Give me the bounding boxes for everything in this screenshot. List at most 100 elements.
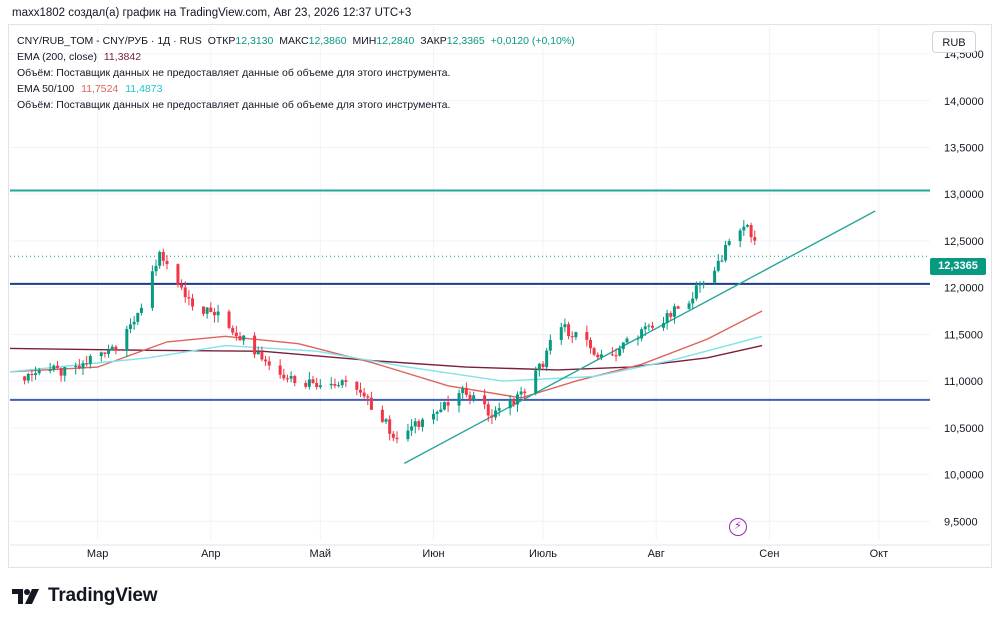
candle-body — [318, 385, 322, 388]
y-tick-label: 10,0000 — [944, 470, 984, 482]
candle-body — [665, 313, 669, 323]
close-value: 12,3365 — [446, 35, 485, 47]
candle-body — [384, 419, 388, 422]
candle-body — [293, 376, 297, 384]
x-tick-label: Май — [310, 548, 332, 560]
candle-body — [698, 283, 702, 286]
candle-body — [63, 367, 67, 376]
tradingview-logo-icon — [12, 589, 39, 604]
candle-body — [278, 365, 282, 375]
candle-body — [114, 346, 118, 351]
candle-body — [180, 284, 184, 288]
ema-line — [9, 335, 763, 382]
candle-body — [355, 381, 359, 390]
candle-body — [380, 409, 384, 422]
candle-body — [366, 396, 370, 398]
candle-body — [464, 387, 468, 395]
candle-body — [497, 408, 501, 411]
candle-body — [567, 324, 571, 337]
candle-body — [260, 351, 264, 360]
volume-note-2: Объём: Поставщик данных не предоставляет… — [17, 99, 451, 111]
candle-body — [640, 329, 644, 339]
candle-body — [59, 367, 63, 376]
candle-body — [183, 287, 187, 298]
candle-body — [753, 237, 757, 241]
candle-body — [661, 322, 665, 328]
candle-body — [559, 327, 563, 341]
candle-body — [395, 437, 399, 440]
x-tick-label: Апр — [201, 548, 220, 560]
candle-body — [238, 336, 242, 341]
candle-body — [242, 335, 246, 341]
candle-body — [231, 327, 235, 333]
candle-body — [99, 352, 103, 357]
candle-body — [23, 376, 27, 381]
candle-body — [307, 379, 311, 387]
candle-body — [362, 392, 366, 397]
legend-ema200-row[interactable]: EMA (200, close) 11,3842 — [17, 49, 575, 65]
candle-body — [486, 404, 490, 416]
candle-body — [738, 230, 742, 242]
y-tick-label: 10,5000 — [944, 423, 984, 435]
x-tick-label: Окт — [870, 548, 889, 560]
candle-body — [176, 264, 180, 285]
candle-body — [435, 411, 439, 414]
high-value: 12,3860 — [308, 35, 347, 47]
candle-body — [410, 426, 414, 431]
candle-body — [165, 260, 169, 265]
candle-body — [391, 433, 395, 438]
chart-frame[interactable] — [8, 24, 992, 568]
high-label: МАКС — [279, 35, 309, 47]
y-tick-label: 13,0000 — [944, 189, 984, 201]
candle-body — [651, 325, 655, 328]
candle-body — [77, 365, 81, 369]
candle-body — [282, 374, 286, 379]
candle-body — [742, 226, 746, 231]
candle-body — [417, 421, 421, 427]
candle-body — [413, 421, 417, 427]
candle-body — [519, 391, 523, 395]
candle-body — [508, 399, 512, 409]
candle-body — [88, 356, 92, 364]
candle-body — [523, 391, 527, 394]
candle-body — [209, 307, 213, 312]
ema-line — [9, 344, 763, 371]
candle-body — [136, 312, 140, 322]
candle-body — [406, 430, 410, 440]
candle-body — [457, 393, 461, 406]
candle-body — [625, 338, 629, 343]
candle-body — [749, 225, 753, 238]
candle-body — [442, 402, 446, 410]
candle-body — [48, 370, 52, 372]
candle-body — [585, 332, 589, 340]
open-label: ОТКР — [207, 35, 236, 47]
candle-body — [592, 348, 596, 355]
tradingview-logo[interactable]: TradingView — [12, 583, 158, 609]
lightning-icon[interactable]: ⚡ — [729, 518, 747, 536]
ema200-label: EMA (200, close) — [17, 51, 97, 63]
candle-body — [388, 419, 392, 434]
candle-body — [596, 354, 600, 358]
candle-body — [26, 373, 30, 381]
candle-body — [713, 270, 717, 283]
legend-ema-50-100-row[interactable]: EMA 50/100 11,7524 11,4873 — [17, 81, 575, 97]
candle-body — [537, 363, 541, 371]
x-tick-label: Июль — [529, 548, 557, 560]
currency-button[interactable]: RUB — [932, 31, 976, 53]
candle-body — [227, 311, 231, 328]
low-value: 12,2840 — [376, 35, 415, 47]
candle-body — [344, 380, 348, 382]
candle-body — [724, 244, 728, 261]
symbol-label[interactable]: CNY/RUB_TOM - CNY/РУБ · 1Д · RUS — [17, 35, 202, 47]
candle-body — [461, 387, 465, 394]
y-tick-label: 11,5000 — [944, 329, 983, 341]
ema-line — [9, 310, 763, 399]
candle-body — [234, 332, 238, 337]
x-tick-label: Авг — [648, 548, 665, 560]
candle-body — [107, 350, 111, 354]
close-label: ЗАКР — [420, 35, 447, 47]
candle-body — [545, 350, 549, 368]
candle-body — [337, 385, 341, 387]
candle-body — [85, 363, 89, 365]
